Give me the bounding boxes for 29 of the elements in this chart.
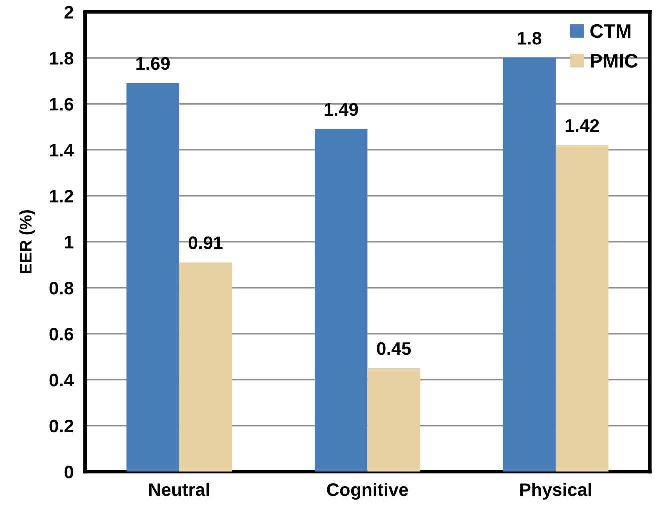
y-tick-label: 1.6: [50, 98, 74, 111]
bar: [179, 262, 232, 472]
y-tick-label: 1.4: [50, 144, 74, 157]
bar: [314, 129, 368, 472]
y-tick-label: 1.8: [50, 52, 74, 65]
bar: [126, 83, 180, 472]
y-tick-label: 1.2: [50, 190, 74, 203]
bar: [556, 146, 609, 472]
x-tick-label: Neutral: [150, 483, 210, 496]
y-tick-label: 0.4: [50, 374, 74, 387]
y-tick-label: 0: [64, 466, 74, 479]
x-tick-label: Physical: [520, 483, 592, 500]
data-label: 1.42: [566, 119, 600, 132]
y-tick-label: 0.6: [50, 328, 74, 341]
data-label: 1.49: [324, 103, 358, 116]
data-label: 1.69: [136, 57, 170, 70]
data-label: 1.8: [518, 32, 542, 45]
x-tick-label: Cognitive: [327, 483, 408, 500]
y-tick-label: 0.2: [50, 420, 74, 433]
bar: [368, 368, 420, 472]
y-axis-title: EER (%): [20, 210, 36, 274]
legend-label: CTM: [590, 24, 631, 38]
y-tick-label: 1: [65, 236, 74, 249]
legend-label: PMIC: [591, 54, 638, 68]
data-label: 0.91: [188, 236, 223, 250]
y-tick-label: 0.8: [50, 282, 74, 295]
y-tick-label: 2: [64, 6, 74, 19]
bar: [503, 58, 556, 472]
data-label: 0.45: [377, 342, 412, 356]
